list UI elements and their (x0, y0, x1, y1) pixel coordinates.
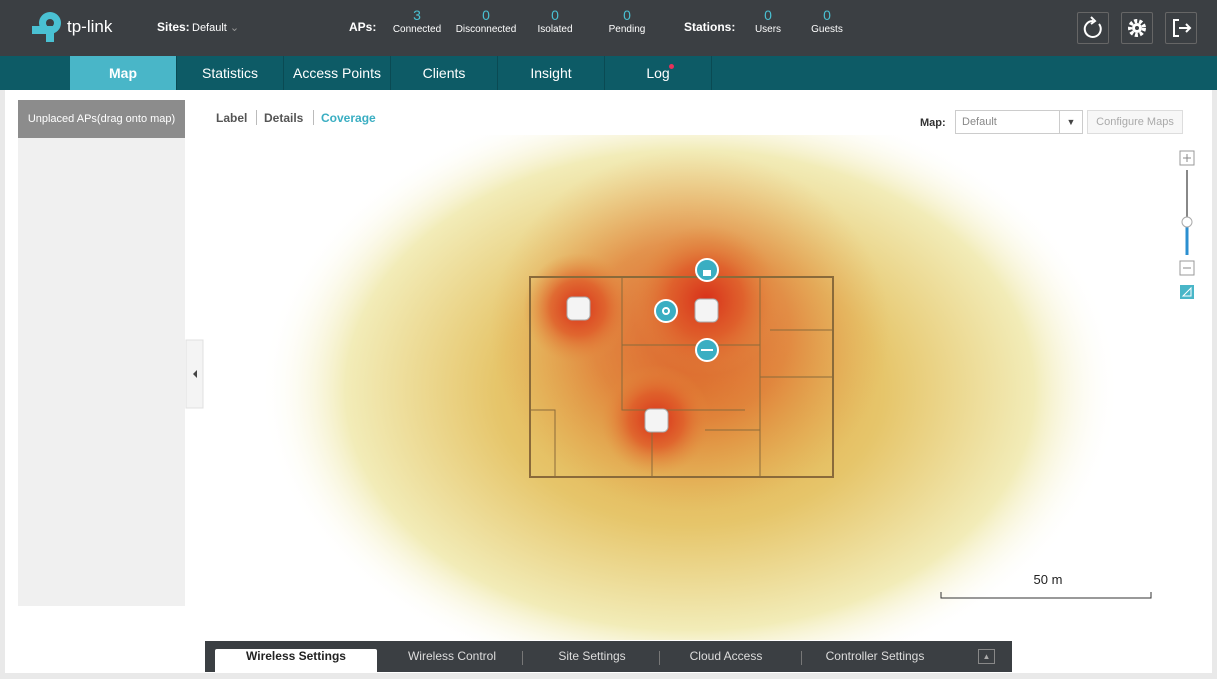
station-stat-count: 0 (764, 7, 772, 23)
ap-stat: 0 Pending (587, 8, 667, 35)
sites-label: Sites: (157, 20, 190, 34)
logo-icon (32, 12, 61, 42)
site-name: Default (192, 22, 227, 34)
nav-tab[interactable]: Clients (391, 56, 498, 90)
ap-stat-count: 0 (482, 7, 490, 23)
bottom-bar: ▲ (205, 641, 1012, 672)
sidebar-title: Unplaced APs(drag onto map) (18, 100, 185, 138)
scale-bar (940, 592, 1152, 599)
scale-label: 50 m (1034, 572, 1063, 587)
nav-bar: Map Statistics Access Points Clients Insight… (0, 56, 1217, 90)
ap-stat: 3 Connected (377, 8, 457, 35)
map-select[interactable]: Default ▼ (955, 110, 1083, 134)
bottom-tab[interactable]: Wireless Control (407, 649, 497, 663)
nav-tab[interactable]: Statistics (177, 56, 284, 90)
view-toggle[interactable]: Coverage (321, 111, 376, 125)
separator (313, 110, 314, 125)
bottom-tab[interactable]: Cloud Access (689, 649, 763, 663)
top-bar: tp-link Sites: Default ⌄ APs: Stations: … (0, 0, 1217, 56)
separator (522, 651, 523, 665)
ap-stat-count: 0 (551, 7, 559, 23)
separator (800, 651, 802, 665)
ap-controls[interactable] (654, 258, 719, 362)
site-select[interactable]: Default ⌄ (192, 22, 240, 34)
station-stat: 0 Users (728, 8, 808, 35)
bottom-tab[interactable]: Controller Settings (825, 649, 925, 663)
ap-stat-label: Isolated (537, 24, 573, 35)
nav-tab[interactable]: Map (70, 56, 177, 90)
view-toggle[interactable]: Label (216, 111, 248, 125)
bottom-tab[interactable]: Site Settings (558, 649, 626, 663)
sidebar (18, 100, 185, 606)
ap-stat-count: 0 (623, 7, 631, 23)
logo: tp-link (67, 17, 113, 36)
expand-button[interactable]: ▲ (978, 649, 995, 664)
bottom-tab[interactable]: Wireless Settings (246, 649, 346, 663)
ap-stat: 0 Isolated (515, 8, 595, 35)
view-toggle[interactable]: Details (264, 111, 304, 125)
stations-label: Stations: (684, 20, 736, 34)
station-stat-label: Guests (811, 24, 843, 35)
aps-label: APs: (349, 20, 377, 34)
separator (256, 110, 257, 125)
zoom-controls[interactable] (1179, 150, 1195, 299)
ap-stat-count: 3 (413, 7, 421, 23)
notification-dot (669, 64, 674, 69)
separator (659, 651, 660, 665)
configure-maps-button[interactable]: Configure Maps (1087, 110, 1183, 134)
refresh-button[interactable] (1077, 12, 1109, 44)
map-name: Default (962, 116, 997, 128)
ap-stat: 0 Disconnected (446, 8, 526, 35)
settings-button[interactable] (1121, 12, 1153, 44)
ap-stat-label: Connected (392, 24, 442, 35)
ap-stat-label: Disconnected (455, 24, 517, 35)
logout-button[interactable] (1165, 12, 1197, 44)
access-points[interactable] (566, 296, 719, 433)
floor-plan (529, 276, 834, 478)
station-stat: 0 Guests (787, 8, 867, 35)
nav-tab[interactable]: Insight (498, 56, 605, 90)
ap-stat-label: Pending (608, 24, 646, 35)
station-stat-label: Users (754, 24, 782, 35)
map-label: Map: (920, 117, 946, 129)
nav-tab[interactable]: Log (605, 56, 712, 90)
nav-tab[interactable]: Access Points (284, 56, 391, 90)
station-stat-count: 0 (823, 7, 831, 23)
